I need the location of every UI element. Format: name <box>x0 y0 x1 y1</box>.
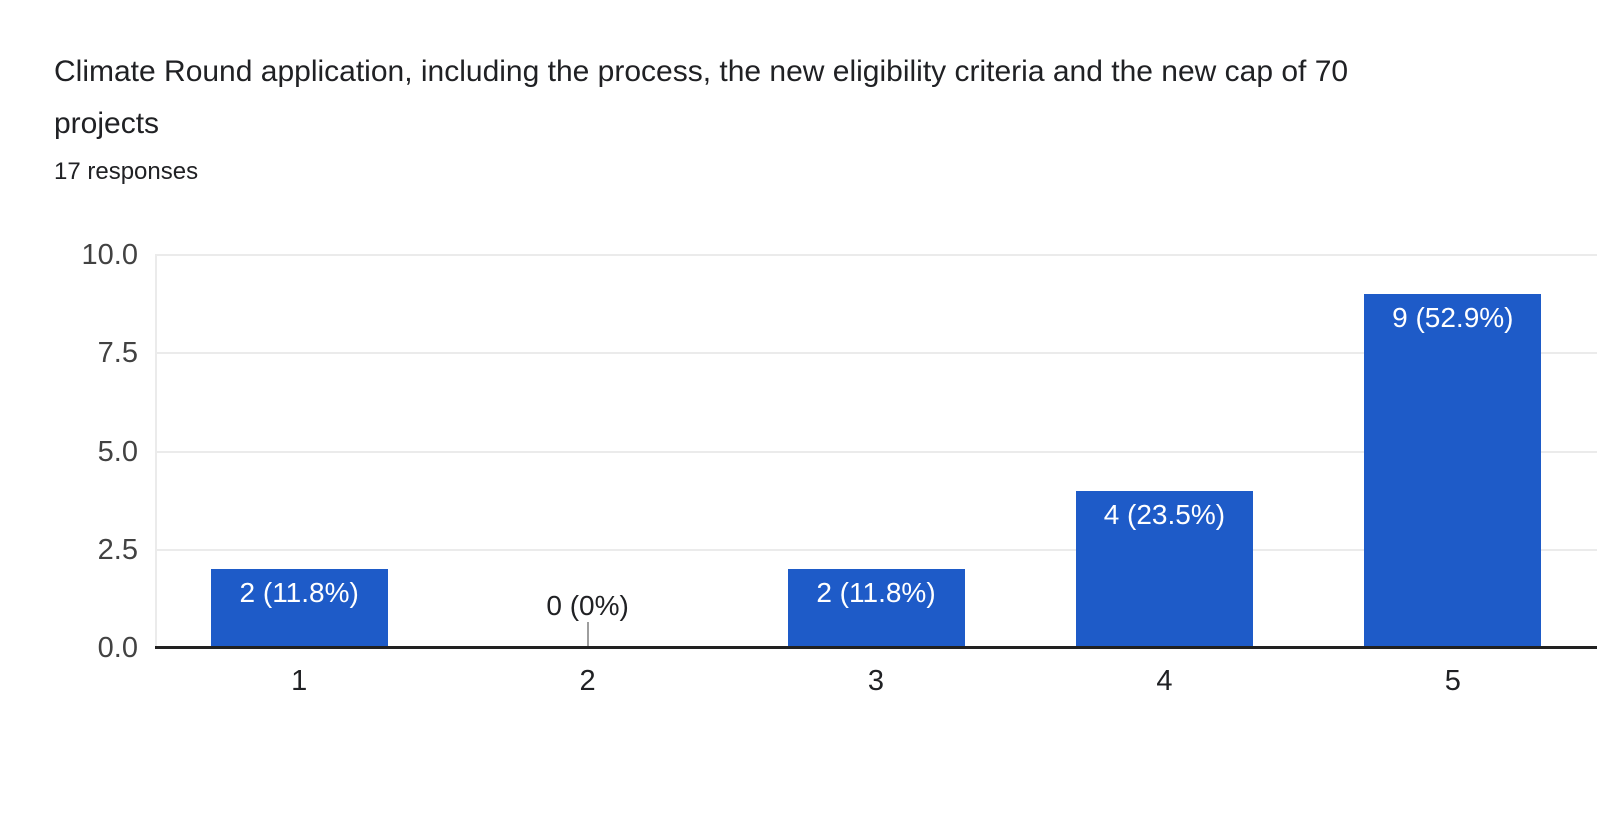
x-tick-label: 4 <box>1156 665 1173 697</box>
y-tick-label: 5.0 <box>97 435 138 468</box>
bar-value-label-zero: 0 (0%) <box>546 590 629 621</box>
x-tick-label: 1 <box>291 665 308 697</box>
chart-bar[interactable] <box>1075 490 1253 648</box>
bar-value-label: 2 (11.8%) <box>816 577 936 609</box>
zero-value-stub <box>586 622 589 648</box>
bar-value-label: 9 (52.9%) <box>1392 302 1514 334</box>
chart-bar[interactable] <box>210 569 388 648</box>
gridline <box>155 548 1597 551</box>
bar-value-label: 4 (23.5%) <box>1103 498 1226 530</box>
question-title-line-1: Climate Round application, including the… <box>54 55 1349 88</box>
chart-bar[interactable] <box>787 569 965 648</box>
gridline <box>155 450 1597 453</box>
y-tick-label: 0.0 <box>97 632 138 664</box>
x-tick-label: 2 <box>579 665 596 697</box>
gridline <box>155 254 1597 256</box>
x-tick-label: 5 <box>1444 665 1461 697</box>
bar-value-label: 2 (11.8%) <box>239 577 359 609</box>
chart-bar[interactable] <box>1364 294 1542 648</box>
question-title-line-2: projects <box>54 107 160 140</box>
plot-left-border <box>155 255 157 648</box>
responses-count: 17 responses <box>54 158 199 185</box>
y-tick-label: 7.5 <box>97 337 138 370</box>
gridline <box>155 352 1597 355</box>
y-tick-label: 10.0 <box>81 239 138 271</box>
y-tick-label: 2.5 <box>97 533 138 566</box>
question-title: Climate Round application, including the… <box>54 46 1348 150</box>
x-tick-label: 3 <box>867 665 885 697</box>
axis-baseline <box>155 646 1597 649</box>
